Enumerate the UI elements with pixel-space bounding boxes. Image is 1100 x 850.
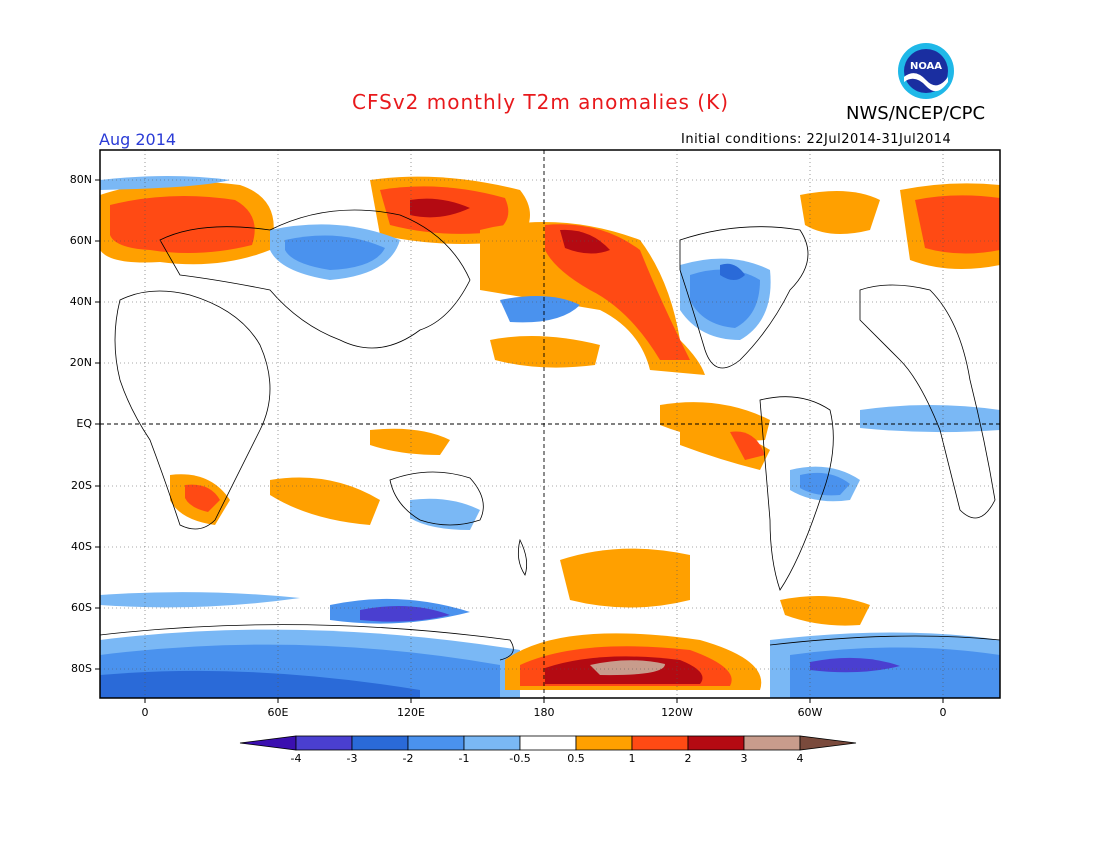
lat-label-40s: 40S (71, 540, 92, 553)
valid-month: Aug 2014 (99, 130, 177, 149)
anomaly-field (100, 176, 1000, 698)
initial-conditions: Initial conditions: 22Jul2014-31Jul2014 (681, 132, 952, 147)
organization-label: NWS/NCEP/CPC (846, 103, 986, 124)
lat-label-20n: 20N (69, 356, 92, 369)
colorbar-level-label: -2 (402, 752, 414, 765)
lon-label-0: 0 (141, 706, 149, 719)
reference-lines (100, 150, 1000, 698)
colorbar-swatch (407, 735, 465, 751)
lat-label-eq: EQ (76, 417, 92, 430)
lat-label-60s: 60S (71, 601, 92, 614)
colorbar-arrow-low (239, 735, 297, 751)
colorbar-swatch (631, 735, 689, 751)
chart-title: CFSv2 monthly T2m anomalies (K) (352, 90, 729, 114)
lat-label-40n: 40N (69, 295, 92, 308)
colorbar-level-label: 4 (796, 752, 804, 765)
colorbar (239, 735, 857, 751)
lat-label-80s: 80S (71, 662, 92, 675)
lon-label-60w: 60W (797, 706, 823, 719)
lon-label-0-east: 0 (939, 706, 947, 719)
coastlines (100, 209, 1000, 661)
colorbar-swatch (463, 735, 521, 751)
map-gridlines (100, 150, 1000, 698)
lat-label-20s: 20S (71, 479, 92, 492)
lat-label-80n: 80N (69, 173, 92, 186)
colorbar-swatch (519, 735, 577, 751)
colorbar-level-label: 2 (684, 752, 692, 765)
colorbar-level-label: -0.5 (509, 752, 531, 765)
lon-label-120e: 120E (397, 706, 425, 719)
noaa-logo: NOAA (897, 42, 955, 100)
colorbar-level-label: -3 (346, 752, 358, 765)
lon-label-120w: 120W (661, 706, 693, 719)
lon-label-60e: 60E (267, 706, 289, 719)
logo-text: NOAA (910, 61, 942, 72)
colorbar-swatch (743, 735, 801, 751)
colorbar-level-label: 3 (740, 752, 748, 765)
colorbar-swatch (295, 735, 353, 751)
colorbar-level-label: 0.5 (567, 752, 585, 765)
colorbar-swatch (351, 735, 409, 751)
colorbar-swatch (687, 735, 745, 751)
colorbar-level-label: -1 (458, 752, 470, 765)
colorbar-arrow-high (799, 735, 857, 751)
colorbar-swatch (575, 735, 633, 751)
lat-label-60n: 60N (69, 234, 92, 247)
colorbar-level-label: 1 (628, 752, 636, 765)
colorbar-level-label: -4 (290, 752, 302, 765)
lon-label-180: 180 (533, 706, 555, 719)
